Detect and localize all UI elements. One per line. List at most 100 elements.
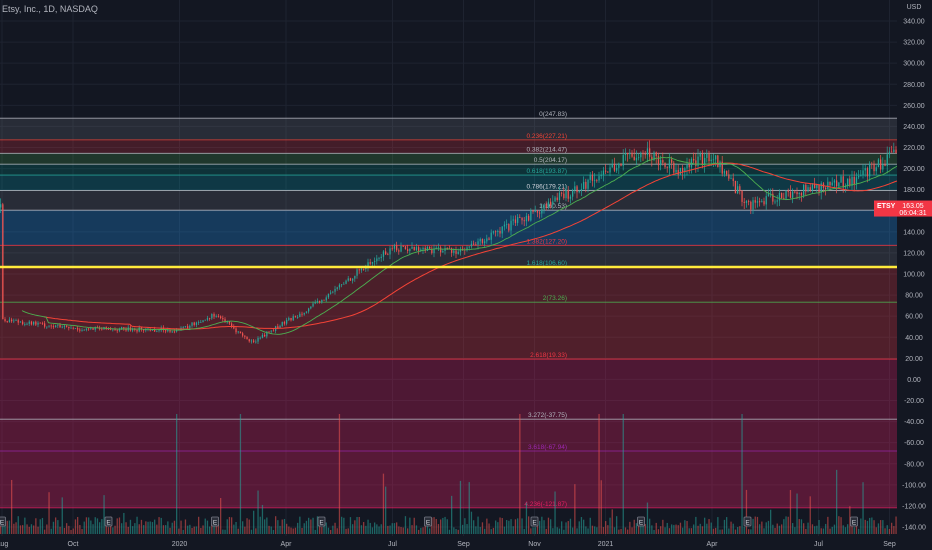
candle-body [602, 170, 605, 175]
volume-bar [266, 517, 268, 534]
volume-bar [204, 518, 206, 534]
candle-body [415, 247, 418, 251]
volume-bar [286, 523, 288, 534]
candle-body [888, 151, 891, 155]
volume-bar [497, 522, 499, 534]
candle-body [189, 325, 191, 328]
candle-body [688, 164, 690, 168]
candle-body [242, 333, 244, 336]
candle-body [569, 196, 572, 199]
candle-body [393, 245, 396, 249]
volume-bar [895, 516, 897, 534]
volume-bar [642, 524, 644, 534]
candle-body [8, 319, 11, 322]
volume-bar [600, 480, 602, 534]
candle-body [862, 170, 864, 176]
volume-bar [70, 529, 72, 534]
candle-body [708, 153, 710, 162]
candle-body [510, 220, 512, 231]
volume-bar [308, 517, 310, 534]
candle-body [358, 269, 360, 271]
fib-level-label: 1.618(106.60) [527, 260, 567, 267]
candle-body [151, 329, 154, 331]
volume-bar [418, 529, 420, 534]
earnings-marker [424, 516, 432, 527]
volume-bar [158, 517, 160, 534]
volume-bar [858, 528, 860, 534]
volume-bar [488, 523, 490, 534]
candle-body [343, 283, 345, 285]
volume-bar [17, 516, 19, 534]
volume-bar [521, 518, 523, 534]
volume-bar [706, 523, 708, 534]
candle-body [57, 324, 59, 326]
candle-body [809, 187, 811, 191]
volume-bar [811, 524, 814, 534]
candle-body [851, 176, 853, 186]
candle-body [638, 157, 640, 159]
volume-bar [96, 518, 99, 534]
volume-bar [261, 504, 264, 534]
candle-body [543, 204, 545, 209]
volume-bar [35, 518, 37, 534]
volume-bar [294, 527, 297, 534]
volume-bar [138, 524, 140, 534]
volume-bar [829, 528, 831, 534]
volume-bar [85, 517, 88, 534]
candle-body [693, 158, 695, 161]
earnings-marker [850, 516, 858, 527]
candle-body [552, 201, 554, 205]
candle-body [72, 327, 74, 329]
candle-body [589, 174, 591, 180]
candle-body [220, 316, 222, 319]
candle-body [211, 314, 213, 319]
candle-body [554, 197, 556, 202]
candle-body [424, 247, 426, 251]
volume-bar [349, 517, 352, 534]
candle-body [563, 193, 565, 199]
candle-body [838, 182, 840, 187]
volume-bar [884, 528, 886, 534]
volume-bar [415, 525, 418, 534]
volume-bar [495, 520, 497, 534]
candle-body [294, 316, 297, 318]
candle-body [882, 164, 884, 170]
volume-bar [662, 519, 664, 534]
candle-body [66, 325, 68, 327]
candle-body [107, 329, 110, 330]
candle-body [30, 321, 33, 325]
fib-zone [0, 359, 897, 420]
volume-bar [752, 518, 754, 534]
volume-bar [173, 520, 176, 534]
volume-bar [574, 484, 576, 534]
volume-bar [629, 521, 631, 534]
candle-body [83, 329, 85, 331]
volume-bar [387, 525, 389, 534]
candle-body [631, 152, 633, 157]
volume-bar [719, 529, 721, 534]
volume-bar [589, 517, 591, 534]
candle-body [334, 288, 336, 292]
candle-body [404, 246, 407, 250]
candle-body [673, 162, 675, 173]
candle-body [6, 321, 8, 322]
volume-bar [598, 414, 600, 534]
candle-body [279, 325, 281, 329]
volume-bar [585, 526, 587, 534]
candle-body [402, 245, 404, 247]
price-tick-label: -40.00 [904, 419, 924, 426]
candle-body [44, 323, 46, 327]
volume-bar [583, 519, 585, 534]
candle-body [805, 184, 807, 192]
price-axis: USD 340.00 320.00 300.00 280.00 260.00 240.00 2… [897, 0, 932, 550]
candle-body [198, 322, 200, 323]
volume-bar [578, 521, 580, 534]
volume-bar [268, 525, 270, 534]
candle-body [145, 329, 147, 331]
candle-body [488, 238, 490, 240]
volume-bar [374, 522, 376, 534]
candle-body [699, 153, 701, 157]
price-tick-label: 300.00 [903, 61, 925, 68]
